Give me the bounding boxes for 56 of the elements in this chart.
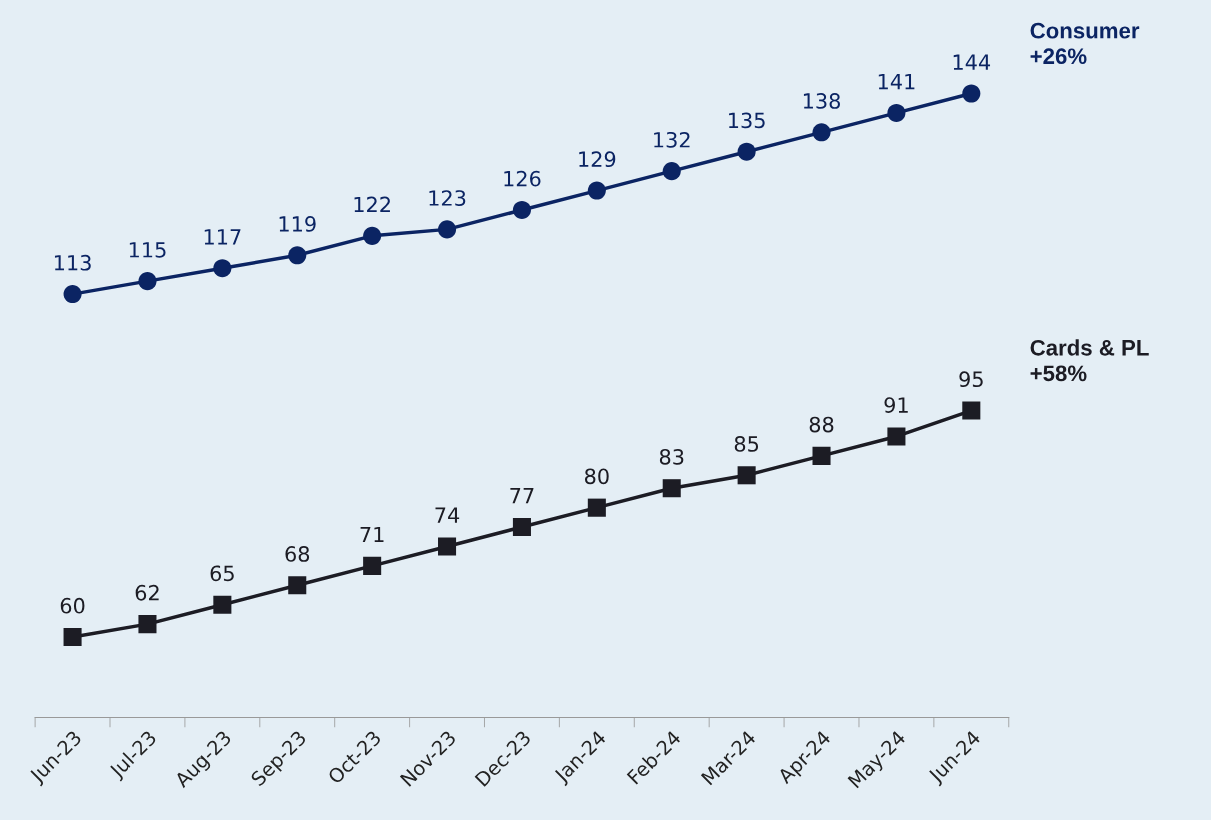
data-label: 80 <box>584 468 609 485</box>
point <box>587 498 606 517</box>
data-label: 91 <box>884 397 908 413</box>
data-label: 144 <box>953 54 991 70</box>
point <box>288 576 307 595</box>
point <box>737 466 756 485</box>
point <box>512 200 531 219</box>
point <box>288 246 307 265</box>
data-label: 141 <box>878 73 915 90</box>
point <box>887 427 906 446</box>
text: +26% <box>1030 48 1087 65</box>
data-label: 138 <box>803 93 840 109</box>
point <box>363 226 382 245</box>
data-label: 135 <box>729 112 765 129</box>
point <box>887 103 906 122</box>
data-label: 129 <box>579 151 616 168</box>
data-label: 115 <box>129 242 166 258</box>
data-label: 132 <box>654 131 690 148</box>
data-label: 62 <box>135 584 159 601</box>
point <box>438 537 457 556</box>
point <box>962 401 981 420</box>
data-label: 113 <box>54 254 91 271</box>
data-label: 85 <box>734 436 759 452</box>
point <box>662 479 681 498</box>
data-label: 123 <box>429 190 466 206</box>
data-label: 95 <box>959 371 983 388</box>
point <box>138 615 157 634</box>
data-label: 60 <box>60 597 85 614</box>
data-label: 83 <box>659 448 684 465</box>
point <box>63 628 82 647</box>
point <box>512 518 531 537</box>
point <box>138 272 157 291</box>
point <box>63 285 82 304</box>
data-label: 117 <box>204 229 241 245</box>
point <box>962 84 981 103</box>
point <box>812 446 831 465</box>
data-label: 68 <box>285 546 310 562</box>
point <box>438 220 457 239</box>
data-label: 122 <box>354 196 390 213</box>
point <box>662 162 681 181</box>
point <box>363 556 382 575</box>
data-label: 126 <box>504 170 541 187</box>
point <box>737 142 756 161</box>
text: +58% <box>1030 365 1087 382</box>
point <box>213 259 232 278</box>
point <box>812 123 831 142</box>
data-label: 77 <box>510 488 534 504</box>
data-label: 71 <box>360 526 384 543</box>
data-label: 65 <box>210 565 234 582</box>
text: Cards & PL <box>1030 339 1149 356</box>
data-label: 74 <box>435 507 460 523</box>
data-label: 88 <box>809 416 834 433</box>
point <box>213 595 232 614</box>
data-label: 119 <box>279 216 316 232</box>
point <box>587 181 606 200</box>
text: Consumer <box>1030 22 1140 39</box>
